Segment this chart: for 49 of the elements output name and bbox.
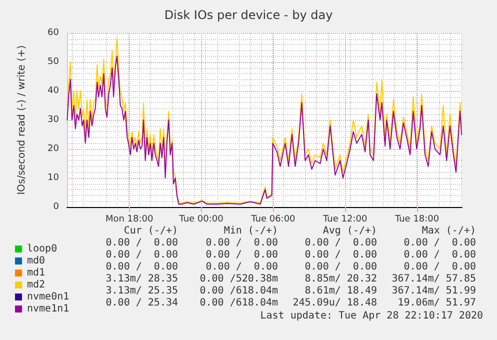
- text: 0.00 / 0.00: [404, 262, 476, 272]
- chart-title: Disk IOs per device - by day: [164, 8, 333, 22]
- text: 0.00 / 25.34: [106, 298, 178, 308]
- x-tick-label: Tue 18:00: [394, 214, 440, 224]
- text: 367.14m/ 51.99: [392, 286, 476, 296]
- text: 8.61m/ 18.49: [304, 286, 378, 296]
- text: 3.13m/ 28.35: [106, 274, 178, 284]
- y-tick-label: 60: [48, 28, 60, 38]
- text: 0.00 / 0.00: [106, 262, 178, 272]
- text: 8.85m/ 20.32: [304, 274, 378, 284]
- text: 0.00 / 0.00: [206, 238, 278, 248]
- text: 0.00 / 0.00: [404, 250, 476, 260]
- text: 0.00 / 0.00: [304, 262, 378, 272]
- text: 0.00 /618.04m: [200, 286, 278, 296]
- legend-label: nvme1n1: [27, 304, 70, 314]
- text: 0.00 / 0.00: [404, 238, 476, 248]
- text: Last update: Tue Apr 28 22:10:17 2020: [260, 310, 484, 322]
- legend-label: md1: [27, 268, 46, 278]
- legend-label: md2: [27, 280, 46, 290]
- text: Min (-/+): [224, 226, 278, 236]
- y-tick-label: 50: [48, 57, 60, 67]
- text: 367.14m/ 57.85: [392, 274, 476, 284]
- y-tick-label: 20: [48, 144, 60, 154]
- legend-label: loop0: [27, 244, 58, 254]
- y-tick-label: 10: [48, 173, 60, 183]
- text: 0.00 / 0.00: [304, 250, 378, 260]
- x-tick-label: Mon 18:00: [105, 214, 154, 224]
- text: 245.09u/ 18.48: [292, 298, 378, 308]
- x-tick-label: Tue 06:00: [250, 214, 296, 224]
- y-axis-title: IOs/second read (-) / write (+): [16, 45, 28, 195]
- text: 0.00 / 0.00: [106, 250, 178, 260]
- y-tick-label: 40: [48, 86, 60, 96]
- text: Max (-/+): [422, 226, 476, 236]
- text: 3.13m/ 25.35: [106, 286, 178, 296]
- text: Avg (-/+): [322, 226, 378, 236]
- text: 19.06m/ 51.97: [398, 298, 476, 308]
- text: 0.00 / 0.00: [206, 250, 278, 260]
- legend-label: nvme0n1: [27, 292, 70, 302]
- text: 0.00 / 0.00: [106, 238, 178, 248]
- legend-label: md0: [27, 256, 46, 266]
- x-tick-label: Tue 00:00: [178, 214, 224, 224]
- text: 0.00 /520.38m: [200, 274, 278, 284]
- text: 0.00 / 0.00: [304, 238, 378, 248]
- x-tick-label: Tue 12:00: [322, 214, 368, 224]
- text: 0.00 / 0.00: [206, 262, 278, 272]
- text: 0.00 /618.04m: [200, 298, 278, 308]
- y-tick-label: 0: [53, 202, 60, 212]
- text: Cur (-/+): [124, 226, 178, 236]
- y-tick-label: 30: [48, 115, 60, 125]
